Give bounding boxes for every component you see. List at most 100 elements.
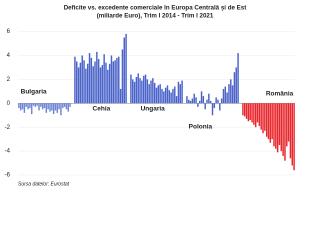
- chart-title: Deficite vs. excedente comerciale în Eur…: [64, 5, 247, 12]
- bar: [79, 62, 82, 104]
- bar: [27, 103, 29, 110]
- bar: [18, 103, 20, 109]
- bar: [81, 55, 83, 104]
- bar: [60, 103, 62, 116]
- bar: [30, 103, 33, 115]
- bar: [287, 103, 290, 142]
- bar: [63, 103, 66, 107]
- bar: [271, 103, 273, 140]
- bar: [163, 91, 165, 104]
- bar: [69, 103, 71, 107]
- bar: [276, 103, 279, 153]
- bar: [170, 92, 172, 104]
- bar: [108, 63, 111, 104]
- bar: [121, 49, 124, 104]
- bar: [56, 103, 59, 113]
- source-note: Sursa datelor: Eurostat: [18, 181, 70, 187]
- bar: [253, 103, 255, 125]
- bar: [193, 93, 195, 104]
- bar: [264, 103, 266, 131]
- bar: [36, 103, 38, 106]
- bar: [141, 80, 143, 104]
- bar: [188, 99, 190, 104]
- bar: [86, 63, 89, 104]
- bar: [256, 103, 259, 123]
- bar: [96, 51, 98, 104]
- bar: [224, 86, 227, 104]
- bar: [245, 103, 248, 119]
- bar: [293, 103, 295, 171]
- bar: [135, 76, 138, 104]
- bar: [226, 92, 228, 104]
- bar: [161, 88, 163, 104]
- bar: [260, 103, 262, 130]
- bar: [51, 103, 53, 111]
- bar: [146, 79, 149, 104]
- bar: [152, 78, 154, 104]
- bar: [133, 81, 136, 104]
- bar: [172, 88, 174, 104]
- bar: [47, 103, 49, 110]
- bar: [204, 103, 206, 110]
- bar: [237, 53, 239, 104]
- bar: [267, 103, 270, 140]
- bar: [155, 87, 158, 104]
- bar: [76, 61, 78, 104]
- bar: [179, 84, 181, 104]
- bar: [202, 96, 205, 104]
- y-tick-label: -4: [5, 149, 11, 155]
- y-tick-label: -6: [5, 173, 11, 179]
- y-tick-label: 0: [7, 101, 11, 107]
- bar: [32, 103, 35, 106]
- bar: [168, 90, 171, 104]
- bar: [291, 103, 293, 166]
- bar: [242, 103, 244, 116]
- bar: [83, 60, 85, 104]
- bar: [107, 69, 109, 104]
- bar: [105, 62, 107, 104]
- bar: [92, 66, 94, 104]
- y-tick-label: 4: [7, 53, 11, 59]
- bar: [29, 103, 31, 109]
- bar: [101, 65, 104, 104]
- bar: [20, 103, 22, 111]
- bar: [235, 67, 237, 104]
- bar: [198, 100, 201, 104]
- bar: [258, 103, 261, 127]
- bar: [209, 100, 212, 104]
- bar: [280, 103, 283, 152]
- bar: [144, 74, 147, 104]
- series-label: Ungaria: [141, 106, 166, 113]
- bar: [175, 96, 178, 104]
- background: [0, 0, 300, 192]
- bar: [52, 103, 55, 115]
- bar: [148, 84, 150, 104]
- bar: [254, 103, 257, 128]
- bar: [262, 103, 264, 134]
- bar: [142, 75, 145, 104]
- bar: [284, 103, 286, 161]
- bar: [118, 56, 120, 104]
- bar: [166, 85, 169, 104]
- bar: [123, 37, 125, 104]
- bar: [211, 103, 214, 116]
- bar: [130, 74, 132, 104]
- y-tick-label: 2: [7, 77, 11, 83]
- bar: [219, 103, 221, 111]
- bar: [213, 103, 216, 109]
- bar: [38, 103, 40, 111]
- bar: [233, 72, 236, 104]
- bar: [25, 103, 27, 107]
- bar: [174, 86, 176, 104]
- bar: [97, 59, 100, 104]
- bar: [195, 97, 197, 104]
- bar: [200, 91, 203, 104]
- bar: [94, 61, 96, 104]
- bar: [74, 56, 76, 104]
- bar: [114, 60, 116, 104]
- bar: [150, 80, 152, 104]
- series-label: Cehia: [93, 106, 111, 113]
- bar: [116, 57, 118, 104]
- bar: [251, 103, 253, 123]
- bar: [159, 84, 161, 104]
